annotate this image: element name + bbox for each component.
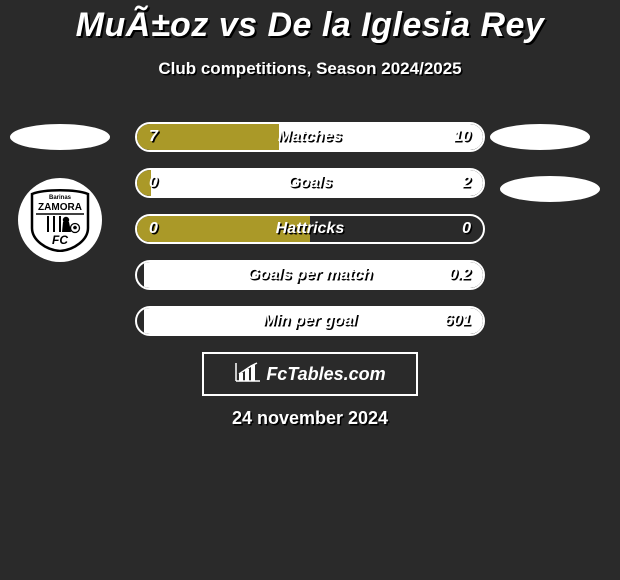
stat-label: Min per goal <box>137 308 483 334</box>
stat-label: Matches <box>137 124 483 150</box>
page-title: MuÃ±oz vs De la Iglesia Rey <box>0 0 620 45</box>
stat-label: Goals per match <box>137 262 483 288</box>
stats-rows: 7Matches100Goals20Hattricks0Goals per ma… <box>0 122 620 352</box>
date-label: 24 november 2024 <box>0 408 620 429</box>
fctables-label: FcTables.com <box>266 364 385 385</box>
stat-value-right: 601 <box>444 308 471 334</box>
fctables-watermark: FcTables.com <box>202 352 418 396</box>
stat-row: 7Matches10 <box>135 122 485 152</box>
stat-value-right: 0 <box>462 216 471 242</box>
stat-row: Min per goal601 <box>135 306 485 336</box>
stat-value-right: 10 <box>453 124 471 150</box>
bar-chart-icon <box>234 361 262 388</box>
stat-row: 0Goals2 <box>135 168 485 198</box>
stat-value-right: 2 <box>462 170 471 196</box>
stat-value-right: 0.2 <box>449 262 471 288</box>
stat-label: Hattricks <box>137 216 483 242</box>
page-subtitle: Club competitions, Season 2024/2025 <box>0 59 620 79</box>
stat-label: Goals <box>137 170 483 196</box>
stat-row: Goals per match0.2 <box>135 260 485 290</box>
stat-row: 0Hattricks0 <box>135 214 485 244</box>
